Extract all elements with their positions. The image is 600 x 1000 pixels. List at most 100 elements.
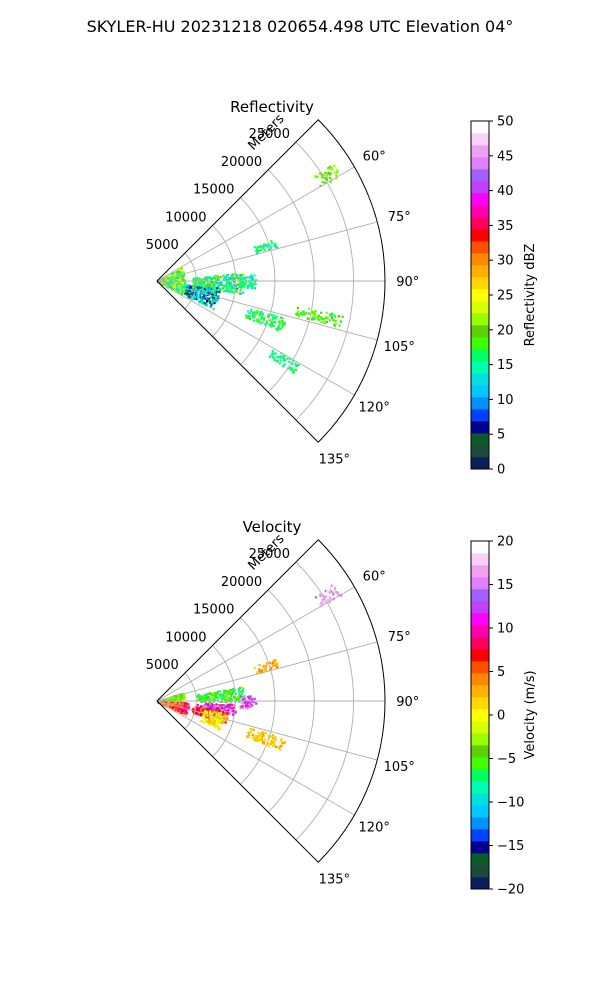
echo-gate <box>270 313 273 316</box>
echo-gate <box>206 693 209 696</box>
colorbar-tick-label: 5 <box>497 428 505 443</box>
echo-gate <box>204 713 208 716</box>
colorbar-tick-label: −10 <box>497 796 524 811</box>
echo-gate <box>262 664 265 667</box>
echo-gate <box>331 317 334 320</box>
echo-gate <box>260 738 263 741</box>
echo-gate <box>180 284 183 287</box>
echo-gate <box>204 291 208 294</box>
azimuth-gridline <box>156 586 355 702</box>
echo-gate <box>224 275 228 279</box>
echo-gate <box>214 723 217 726</box>
echo-gate <box>256 245 259 249</box>
colorbar-swatch <box>471 169 489 182</box>
echo-gate <box>175 702 179 705</box>
echo-gate <box>297 363 300 367</box>
echo-gate <box>251 279 254 282</box>
echo-gate <box>271 741 274 744</box>
echo-gate <box>264 323 267 326</box>
echo-gate <box>164 278 168 281</box>
echo-gate <box>327 171 330 174</box>
echo-gate <box>231 692 234 695</box>
echo-gate <box>204 276 207 279</box>
colorbar-tick-label: 35 <box>497 219 514 234</box>
echo-gate <box>319 604 322 607</box>
echo-gate <box>241 283 244 286</box>
echo-gate <box>281 325 284 329</box>
colorbar-swatch <box>471 805 489 818</box>
polar-frame <box>156 119 386 443</box>
echo-gate <box>233 277 236 280</box>
echo-gate <box>255 702 258 705</box>
echo-gate <box>267 313 270 316</box>
echo-gate <box>244 704 247 707</box>
echo-gate <box>281 355 284 359</box>
echo-gate <box>283 741 286 744</box>
colorbar-swatch <box>471 709 489 722</box>
echo-gate <box>224 716 227 719</box>
echo-gate <box>251 733 254 737</box>
echo-gate <box>258 314 261 317</box>
echo-gate <box>197 290 200 293</box>
echo-gate <box>313 311 316 314</box>
echo-gate <box>260 315 263 318</box>
colorbar-swatch <box>471 337 489 350</box>
echo-gate <box>220 282 223 285</box>
echo-gate <box>264 244 267 247</box>
echo-gate <box>231 285 234 288</box>
echo-gate <box>221 721 224 724</box>
echo-gate <box>209 305 212 308</box>
echo-gate <box>211 301 214 304</box>
echo-gate <box>173 275 176 278</box>
echo-gate <box>201 700 204 703</box>
echo-gate <box>162 702 165 705</box>
echo-gate <box>206 290 209 293</box>
echo-gate <box>206 703 209 706</box>
echo-gate <box>191 294 194 298</box>
echo-gate <box>319 602 322 606</box>
echo-gate <box>331 167 334 170</box>
echo-gate <box>178 703 182 706</box>
echo-gate <box>261 669 264 672</box>
echo-gate <box>271 356 274 359</box>
echo-gate <box>192 280 195 283</box>
echo-gate <box>216 287 219 290</box>
echo-gate <box>207 292 210 295</box>
echo-gate <box>200 720 203 723</box>
echo-gate <box>337 591 340 594</box>
echo-gate <box>175 283 179 286</box>
colorbar-swatch <box>471 877 489 890</box>
echo-gate <box>250 705 253 708</box>
echo-gate <box>331 312 334 315</box>
echo-gate <box>182 271 185 274</box>
echo-gate <box>311 311 314 314</box>
echo-gate <box>296 306 299 309</box>
echo-gate <box>204 695 207 698</box>
echo-gate <box>238 686 241 689</box>
echo-gate <box>258 668 261 671</box>
polar-frame <box>156 539 386 863</box>
echo-gate <box>272 660 275 663</box>
echo-gate <box>235 276 238 279</box>
colorbar-swatch <box>471 145 489 158</box>
echo-gate <box>239 284 242 287</box>
echo-gate <box>251 286 254 289</box>
echo-gate <box>332 591 335 594</box>
echo-gate <box>217 706 220 709</box>
echo-gate <box>180 708 183 711</box>
echo-gate <box>328 596 332 599</box>
echo-gate <box>270 242 274 245</box>
echo-gate <box>227 277 230 280</box>
echo-gate <box>280 740 283 743</box>
echo-gate <box>245 314 248 317</box>
colorbar-tick-label: 20 <box>497 323 514 338</box>
echo-gate <box>235 274 239 277</box>
range-tick-label: 20000 <box>221 575 262 590</box>
echo-gate <box>215 713 218 716</box>
echo-gate <box>226 712 229 715</box>
echo-gate <box>198 295 201 298</box>
echo-gate <box>188 296 191 299</box>
echo-gate <box>201 297 204 300</box>
echo-gate <box>196 293 199 296</box>
echo-gate <box>263 248 266 252</box>
